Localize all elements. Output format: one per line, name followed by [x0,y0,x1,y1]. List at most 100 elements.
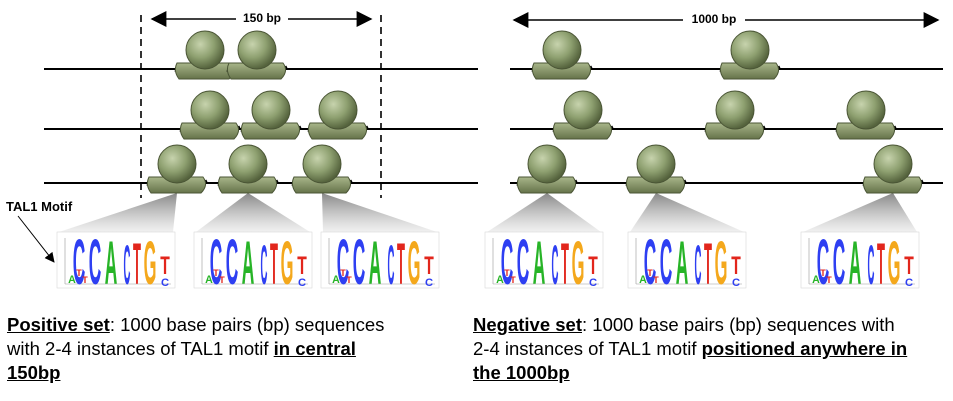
motif-logo-small-letter: T [647,268,653,278]
motif-logo-small-letter: T [826,275,832,285]
motif-logo-small-letter: C [905,277,913,289]
motif-logo-letter: T [424,252,434,280]
negative-set-title: Negative set [473,314,582,335]
motif-logo-letter: C [501,225,514,297]
motif-logo-letter: C [261,234,268,297]
motif-logo-small-letter: T [510,275,516,285]
nucleosome [835,90,897,140]
motif-logo-letter: G [144,228,157,298]
span-label-bg-left [236,9,288,27]
projection-cone [487,193,601,232]
negative-set-caption: Negative set: 1000 base pairs (bp) seque… [473,313,913,385]
nucleosome [531,30,593,80]
motif-logo-small-letter: T [820,268,826,278]
motif-logo-letter: C [833,225,846,297]
motif-logo-letter: C [552,234,559,297]
motif-logo-letter: C [644,225,657,297]
motif-logo-letter: G [408,228,421,298]
nucleosome [552,90,614,140]
nucleosome [704,90,766,140]
motif-logo-letter: G [281,228,294,298]
motif-logo-letter: A [105,228,118,297]
motif-logo-letter: T [588,252,598,280]
motif-logo-small-letter: A [332,274,340,286]
projection-cone [803,193,917,232]
motif-logo-letter: T [904,252,914,280]
motif-logo-letter: A [242,228,255,297]
motif-logo-letter: A [676,228,689,297]
nucleosome [226,30,288,80]
motif-logo-letter: C [660,225,673,297]
motif-logo-letter: T [704,232,712,298]
motif-logo-letter: T [297,252,307,280]
motif-logo-small-letter: C [298,277,306,289]
motif-logo-small-letter: T [653,275,659,285]
positive-set-title: Positive set [7,314,110,335]
motif-logo-letter: G [572,228,585,298]
nucleosome [862,144,924,194]
motif-logo-letter: T [561,232,569,298]
motif-logo-small-letter: T [504,268,510,278]
motif-logo-small-letter: C [589,277,597,289]
tal1-motif-label: TAL1 Motif [6,199,73,214]
motif-logo-letter: C [388,234,395,297]
motif-logo-letter: T [397,232,405,298]
nucleosome [625,144,687,194]
motif-logo-small-letter: T [340,268,346,278]
motif-logo-letter: C [73,225,86,297]
negative-set-description: : 1000 base pairs (bp) sequences with 2-… [473,314,895,359]
motif-logo-letter: A [849,228,862,297]
nucleosome [291,144,353,194]
motif-logo-letter: C [124,234,131,297]
motif-logo-letter: T [877,232,885,298]
span-label-150bp: 150 bp [243,11,281,25]
nucleosome [719,30,781,80]
motif-logo-small-letter: T [213,268,219,278]
motif-logo-letter: A [533,228,546,297]
motif-logo-small-letter: C [161,277,169,289]
nucleosome [240,90,302,140]
motif-logo-small-letter: C [732,277,740,289]
motif-logo-letter: T [731,252,741,280]
nucleosome [174,30,236,80]
motif-logo-small-letter: A [205,274,213,286]
motif-logo-small-letter: A [639,274,647,286]
motif-logo-letter: C [817,225,830,297]
tal1-motif-pointer [17,215,55,263]
positive-set-description: : 1000 base pairs (bp) sequences with 2-… [7,314,385,359]
motif-logo-letter: C [517,225,530,297]
projection-cones [59,193,917,232]
motif-logo-letter: C [89,225,102,297]
positive-set-caption: Positive set: 1000 base pairs (bp) seque… [7,313,407,385]
motif-logo-letter: T [270,232,278,298]
projection-cone [196,193,310,232]
positive-set-emphasis: in central 150bp [7,338,356,383]
nucleosomes [146,30,924,194]
motif-logo-small-letter: T [76,268,82,278]
motif-logo-letter: A [369,228,382,297]
nucleosome [516,144,578,194]
motif-logo-letter: T [160,252,170,280]
motif-logo-letter: T [133,232,141,298]
negative-set-emphasis: positioned anywhere in the 1000bp [473,338,908,383]
projection-cone [59,193,177,232]
motif-logo-small-letter: A [68,274,76,286]
motif-logo-letter: C [226,225,239,297]
nucleosome [217,144,279,194]
motif-logo-small-letter: A [496,274,504,286]
central-region-bounds [140,15,382,198]
motif-logo-letter: G [715,228,728,298]
motif-logo-letter: C [695,234,702,297]
motif-logo-letter: C [337,225,350,297]
motif-logo-small-letter: T [219,275,225,285]
motif-logo-letter: C [868,234,875,297]
motif-logo-letter: C [353,225,366,297]
